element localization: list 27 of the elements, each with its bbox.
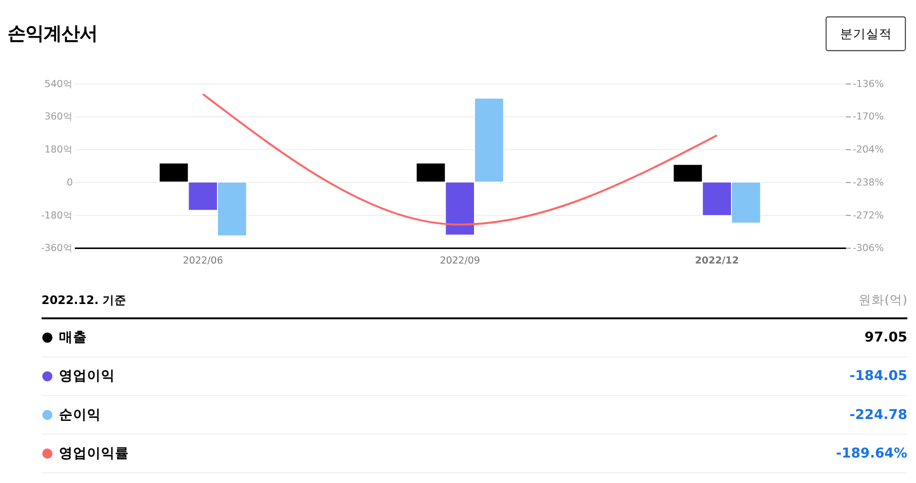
y-tick-label: -180억: [41, 210, 73, 222]
legend-label: 순이익: [58, 406, 101, 423]
legend-label: 영업이익: [58, 368, 115, 384]
text: -184.05: [850, 368, 908, 384]
text: 97.05: [864, 329, 908, 346]
y2-tick-label: -306%: [852, 243, 884, 254]
x-tick-label: 2022/12: [695, 256, 739, 267]
text: 분기실적: [840, 26, 892, 42]
legend-label: 영업이익률: [58, 445, 129, 462]
text: 2022.12. 기준: [42, 292, 127, 307]
y-tick-label: -360억: [41, 243, 73, 254]
text: 원화(억): [858, 292, 908, 307]
y-tick-label: 360억: [44, 112, 73, 123]
text: -224.78: [850, 406, 908, 423]
y-tick-label: 540억: [44, 78, 73, 90]
x-tick-label: 2022/06: [182, 256, 223, 267]
y-tick-label: 0: [66, 177, 73, 188]
y2-tick-label: -136%: [852, 78, 884, 90]
x-tick-label: 2022/09: [440, 256, 480, 267]
y2-tick-label: -238%: [852, 177, 884, 188]
legend-label: 매출: [58, 329, 87, 346]
y2-tick-label: -204%: [852, 144, 884, 156]
y2-tick-label: -272%: [852, 210, 884, 222]
y2-tick-label: -170%: [852, 112, 884, 123]
text: -189.64%: [836, 445, 908, 462]
y-tick-label: 180억: [44, 144, 73, 156]
chart-title: 손익계산서: [8, 24, 98, 45]
